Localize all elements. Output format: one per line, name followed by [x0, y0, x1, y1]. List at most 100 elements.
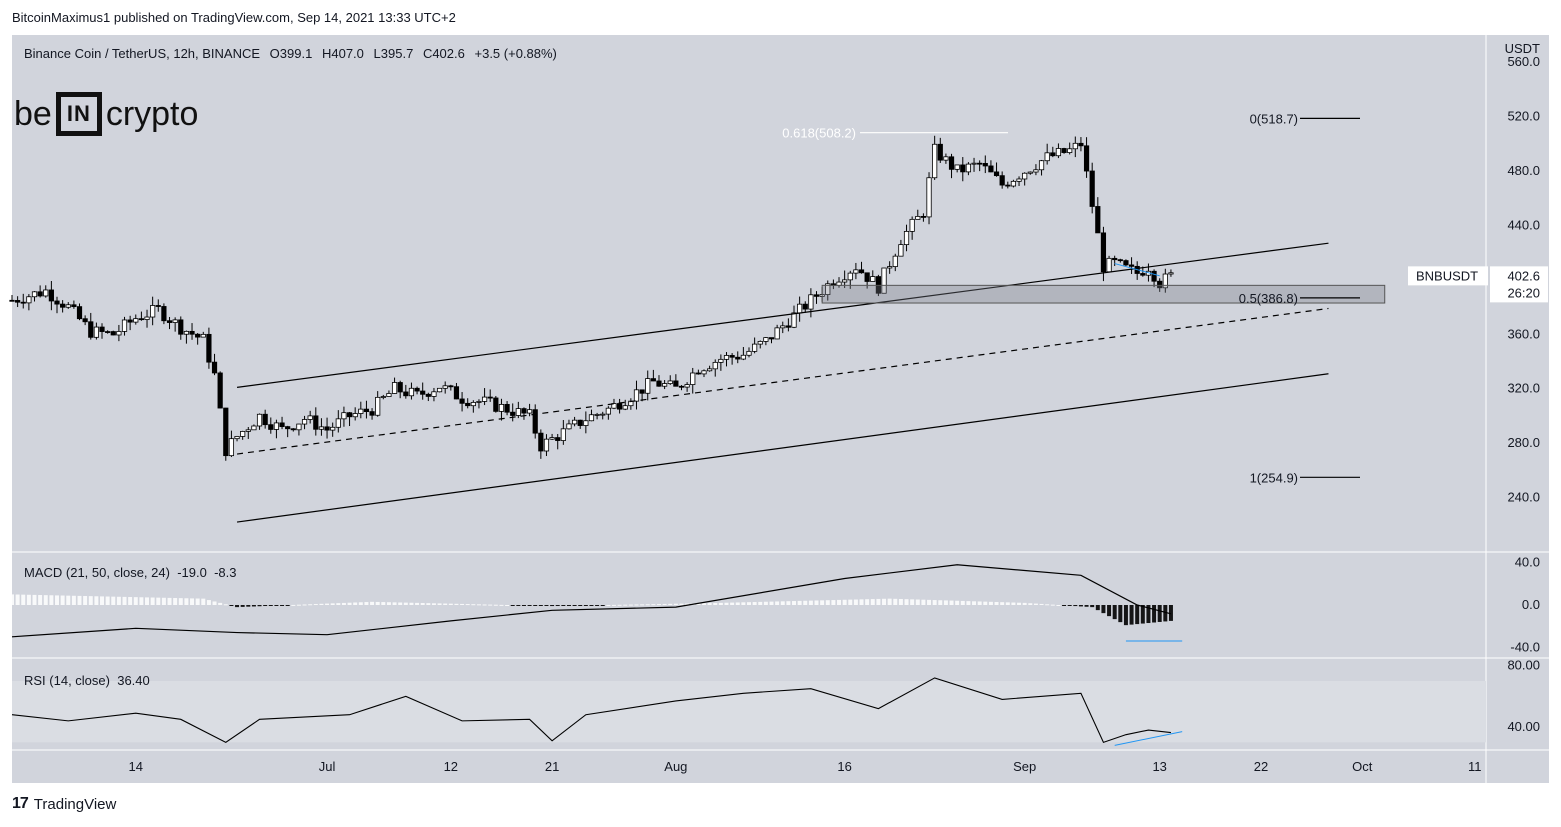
candle-body: [245, 429, 251, 432]
macd-hist-bar: [1112, 605, 1117, 620]
candle-body: [712, 361, 718, 370]
candle-body: [65, 304, 71, 308]
macd-hist-bar: [398, 602, 403, 605]
macd-hist-bar: [313, 604, 318, 606]
candle-body: [200, 333, 206, 338]
candle-body: [870, 276, 876, 282]
fib-label: 0.618(508.2): [782, 126, 856, 141]
candle-body: [982, 163, 988, 167]
candle-body: [88, 321, 94, 338]
candle-body: [842, 279, 848, 283]
macd-hist-bar: [679, 603, 684, 605]
macd-hist-bar: [325, 603, 330, 605]
candle-body: [189, 330, 195, 335]
axes: 240.0280.0320.0360.0400.0440.0480.0520.0…: [129, 41, 1548, 774]
macd-hist-bar: [49, 595, 54, 605]
grid: [12, 35, 1549, 783]
candle-body: [892, 255, 898, 268]
candle-body: [127, 319, 133, 323]
candle-body: [858, 269, 865, 274]
countdown-label: 26:20: [1507, 285, 1540, 300]
macd-hist-bar: [780, 601, 785, 605]
open-label: O: [269, 46, 280, 61]
macd-hist-bar: [701, 603, 706, 605]
candle-body: [723, 355, 730, 360]
candle-body: [397, 382, 403, 393]
candle-body: [256, 413, 263, 427]
candle-body: [1140, 273, 1146, 276]
candle-body: [465, 402, 471, 407]
macd-hist-bar: [1090, 605, 1095, 608]
macd-hist-bar: [718, 602, 723, 605]
macd-value-1: -19.0: [177, 565, 207, 580]
macd-hist-bar: [167, 597, 172, 605]
candle-body: [752, 343, 758, 352]
candle-body: [31, 291, 38, 298]
time-tick-label: 16: [837, 759, 851, 774]
macd-panel: [10, 564, 1183, 642]
candle-body: [543, 438, 550, 452]
candle-body: [1016, 178, 1022, 182]
macd-hist-bar: [1011, 602, 1016, 605]
candle-body: [903, 231, 910, 246]
tradingview-footer[interactable]: 17 TradingView: [12, 795, 116, 813]
candle-body: [150, 305, 156, 318]
candle-body: [622, 405, 628, 410]
macd-hist-bar: [111, 596, 116, 605]
macd-hist-bar: [696, 603, 701, 605]
macd-hist-bar: [100, 596, 105, 605]
macd-hist-bar: [960, 600, 965, 605]
candle-body: [318, 426, 325, 430]
macd-hist-bar: [1073, 605, 1078, 607]
macd-hist-bar: [482, 604, 487, 606]
candle-body: [363, 408, 370, 413]
fib-label: 0.5(386.8): [1239, 291, 1298, 306]
macd-hist-bar: [426, 603, 431, 605]
macd-hist-bar: [898, 598, 903, 605]
macd-hist-bar: [488, 604, 493, 606]
candle-body: [380, 396, 386, 398]
candle-body: [825, 283, 831, 295]
candle-body: [375, 396, 381, 416]
candle-body: [1061, 148, 1067, 153]
macd-hist-bar: [1078, 605, 1083, 607]
candle-body: [594, 414, 600, 416]
macd-hist-bar: [150, 597, 155, 605]
candle-body: [611, 403, 617, 409]
price-tick-label: 560.0: [1507, 54, 1540, 69]
macd-hist-bar: [240, 605, 245, 607]
macd-tick-label: -40.0: [1510, 639, 1540, 654]
macd-hist-bar: [713, 602, 718, 605]
candle-body: [301, 419, 308, 425]
macd-hist-bar: [443, 603, 448, 605]
macd-hist-bar: [263, 605, 268, 607]
candle-body: [195, 333, 201, 338]
macd-hist-bar: [853, 599, 858, 605]
last-price-label: 402.6: [1507, 268, 1540, 283]
macd-hist-bar: [673, 603, 678, 605]
channel-upper-line: [236, 242, 1329, 388]
candle-body: [948, 156, 955, 170]
candle-body: [791, 312, 797, 328]
candle-body: [43, 289, 49, 297]
candle-body: [555, 437, 561, 441]
rsi-line: [11, 677, 1172, 744]
candle-body: [526, 409, 533, 414]
candle-body: [1038, 160, 1045, 171]
candle-body: [178, 319, 184, 335]
macd-hist-bar: [1107, 605, 1112, 617]
candle-body: [707, 368, 713, 372]
macd-hist-bar: [173, 598, 178, 605]
macd-hist-bar: [842, 599, 847, 605]
macd-hist-bar: [1005, 602, 1010, 605]
macd-hist-bar: [741, 602, 746, 605]
macd-hist-bar: [88, 596, 93, 605]
macd-hist-bar: [1129, 605, 1134, 625]
macd-hist-bar: [364, 602, 369, 605]
candle-body: [1010, 180, 1017, 187]
macd-hist-bar: [932, 600, 937, 605]
macd-hist-bar: [628, 604, 633, 606]
macd-hist-bar: [544, 605, 549, 606]
macd-hist-bar: [139, 597, 144, 605]
